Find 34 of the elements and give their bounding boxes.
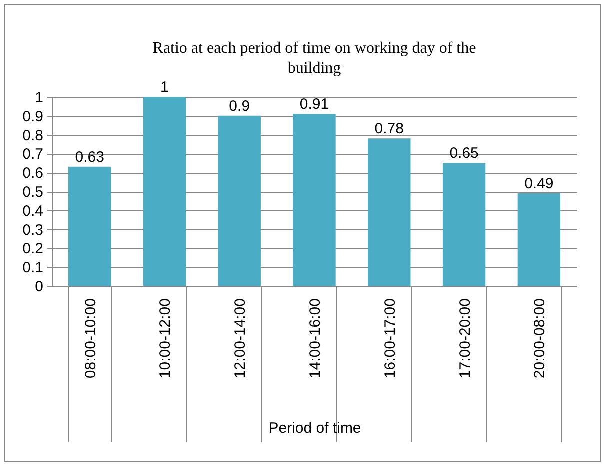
bar xyxy=(143,97,186,286)
y-tick-label: 0.2 xyxy=(22,240,44,258)
data-label: 1 xyxy=(160,79,169,96)
x-tick-label: 17:00-20:00 xyxy=(456,298,474,379)
data-label: 0.78 xyxy=(374,120,404,138)
y-tick-label: 1 xyxy=(35,90,44,106)
bar xyxy=(218,116,261,286)
chart-title: Ratio at each period of time on working day of the building xyxy=(152,40,476,77)
y-tick-label: 0.4 xyxy=(22,202,44,220)
x-axis-title: Period of time xyxy=(268,420,362,437)
bar xyxy=(442,163,486,286)
bar xyxy=(293,114,336,286)
data-label: 0.63 xyxy=(75,148,104,166)
data-label: 0.91 xyxy=(300,96,330,114)
y-tick-label: 0.6 xyxy=(22,165,44,182)
bar xyxy=(368,138,411,286)
y-tick-label: 0.3 xyxy=(22,222,44,239)
bar xyxy=(518,193,561,286)
x-tick-label: 20:00-08:00 xyxy=(532,298,549,379)
x-tick-label: 12:00-14:00 xyxy=(232,298,250,379)
y-tick-label: 0.5 xyxy=(22,184,44,201)
x-tick-label: 14:00-16:00 xyxy=(307,298,324,379)
y-tick-label: 0.7 xyxy=(22,146,44,164)
x-tick-label: 08:00-10:00 xyxy=(82,298,100,379)
data-label: 0.49 xyxy=(524,175,554,192)
data-label: 0.9 xyxy=(229,98,250,115)
x-tick-label: 16:00-17:00 xyxy=(382,298,399,379)
bar xyxy=(68,166,112,286)
y-tick-label: 0 xyxy=(35,278,44,296)
y-tick-label: 0.9 xyxy=(22,108,44,126)
x-tick-label: 10:00-12:00 xyxy=(157,298,174,379)
y-tick-label: 0.1 xyxy=(22,260,44,277)
data-label: 0.65 xyxy=(450,145,479,162)
y-tick-label: 0.8 xyxy=(22,127,44,144)
